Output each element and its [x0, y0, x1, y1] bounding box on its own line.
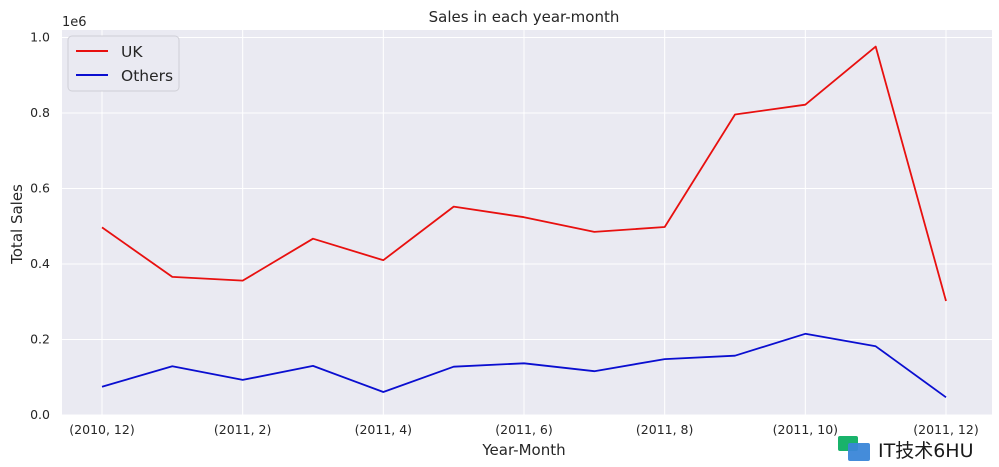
x-tick-label: (2011, 6) — [495, 422, 552, 437]
x-tick-label: (2011, 12) — [913, 422, 978, 437]
series-lines — [101, 45, 947, 399]
y-axis-offset-label: 1e6 — [62, 15, 87, 30]
watermark-logo-icon — [838, 435, 872, 463]
y-axis-label: Total Sales — [8, 184, 26, 265]
legend-label: Others — [121, 67, 173, 85]
watermark-text: IT技术6HU — [878, 439, 974, 462]
tick-labels: 0.0 0.2 0.4 0.6 0.8 1.0 (2010, 12) (2011, 2) (20… — [30, 30, 979, 437]
x-tick-label: (2011, 10) — [773, 422, 838, 437]
y-tick-label: 0.8 — [30, 105, 50, 120]
x-tick-label: (2011, 4) — [355, 422, 412, 437]
x-tick-label: (2011, 2) — [214, 422, 271, 437]
legend-label: UK — [121, 43, 143, 61]
legend: UK Others — [67, 35, 180, 92]
y-tick-label: 0.2 — [30, 332, 50, 347]
legend-box — [67, 35, 180, 92]
y-tick-label: 0.6 — [30, 181, 50, 196]
x-axis-label: Year-Month — [481, 441, 565, 459]
x-tick-label: (2011, 8) — [636, 422, 693, 437]
y-tick-label: 1.0 — [30, 30, 50, 45]
y-tick-label: 0.0 — [30, 407, 50, 422]
grid-lines — [62, 30, 992, 416]
chart-title: Sales in each year-month — [429, 8, 620, 26]
series-line-uk — [101, 45, 947, 302]
x-tick-label: (2010, 12) — [69, 422, 134, 437]
watermark: IT技术6HU — [838, 434, 974, 464]
series-line-others — [101, 332, 947, 399]
plot-area — [62, 30, 992, 415]
y-tick-label: 0.4 — [30, 256, 50, 271]
